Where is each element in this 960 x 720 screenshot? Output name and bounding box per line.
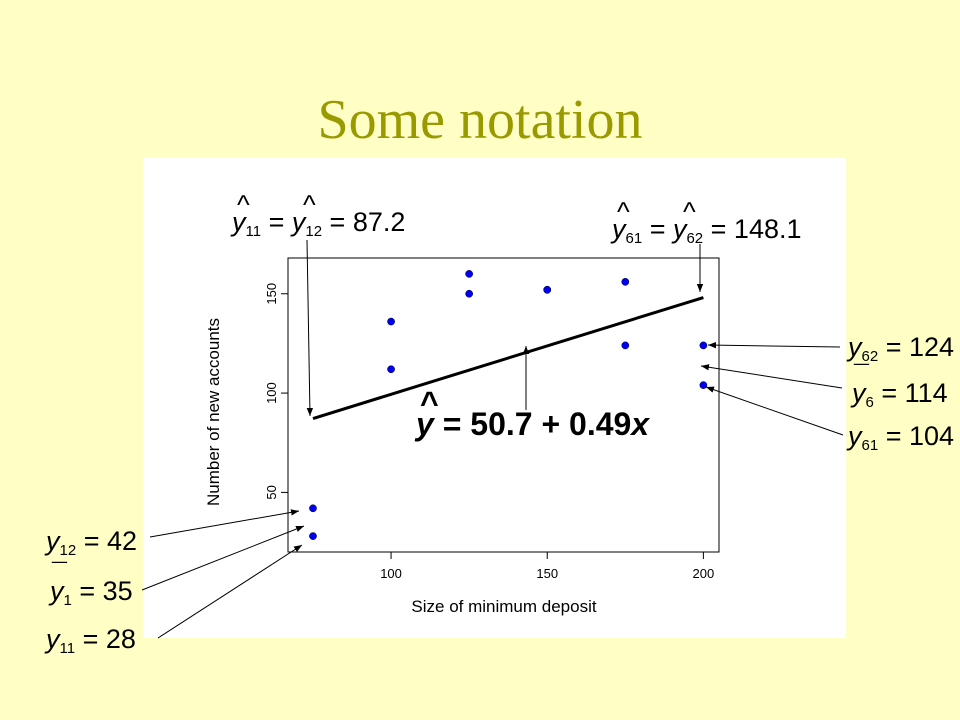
yhat-75-annotation: y11 = y12 = 87.2 ^ ^ (230, 190, 405, 240)
bar-mark-2: ¯ (51, 558, 68, 588)
svg-text:y = 50.7 + 0.49x: y = 50.7 + 0.49x (414, 406, 650, 442)
y62-annotation: y62 = 124 (846, 332, 954, 365)
hat-mark-1: ^ (237, 190, 250, 220)
y11-var: y (44, 624, 61, 654)
data-points (309, 270, 708, 540)
hat-mark-5: ^ (420, 385, 439, 421)
y-axis-title: Number of new accounts (204, 318, 223, 506)
svg-text:y61 = y62 = 148.1: y61 = y62 = 148.1 (610, 214, 802, 247)
ybar6-annotation: y6 = 114 ¯ (850, 360, 948, 411)
y62-sub: 62 (862, 348, 879, 365)
slide-title: Some notation (317, 89, 643, 151)
ybar6-value: = 114 (874, 378, 948, 408)
chart-panel (143, 158, 846, 638)
y11-sub: 11 (60, 640, 76, 657)
svg-text:y11 = 28: y11 = 28 (44, 624, 136, 657)
svg-text:y11 = y12 = 87.2: y11 = y12 = 87.2 (230, 207, 405, 240)
plot-frame (287, 257, 720, 553)
x-axis-title: Size of minimum deposit (411, 597, 596, 616)
data-point (543, 285, 552, 294)
yhat12-var: y (290, 207, 307, 237)
y61-annotation: y61 = 104 (846, 421, 954, 454)
data-point (699, 341, 708, 350)
arrow-y12 (149, 509, 300, 538)
hat-mark-2: ^ (303, 190, 316, 220)
ybar1-annotation: y1 = 35 ¯ (48, 558, 133, 609)
hat-mark-4: ^ (683, 197, 696, 227)
ybar1-var: y (48, 576, 65, 606)
svg-text:y12 = 42: y12 = 42 (44, 526, 137, 559)
fitted-eq-y: y (414, 406, 436, 442)
svg-text:y61 = 104: y61 = 104 (846, 421, 954, 454)
yhat61-sub: 61 (626, 230, 643, 247)
x-tick-label: 150 (536, 566, 558, 581)
y11-value: = 28 (75, 624, 136, 654)
data-point (621, 341, 630, 350)
arrow-ybar6 (700, 364, 843, 389)
y62-value: = 124 (878, 332, 954, 362)
y61-value: = 104 (878, 421, 954, 451)
y61-var: y (846, 421, 863, 451)
svg-text:y6 = 114: y6 = 114 (850, 378, 948, 411)
yhat62-sub: 62 (686, 230, 703, 247)
data-point (387, 317, 395, 326)
data-point (465, 289, 473, 298)
data-point (465, 270, 473, 278)
axis-ticks: 100 150 200 50 100 150 (264, 283, 714, 581)
fitted-regression-line (312, 296, 704, 420)
data-point (309, 532, 317, 540)
yhat12-sub: 12 (305, 223, 322, 240)
yhat11-var: y (230, 207, 247, 237)
y-tick-label: 100 (264, 382, 279, 404)
yhat61-var: y (610, 214, 627, 244)
data-point (309, 504, 317, 513)
yhat-200-annotation: y61 = y62 = 148.1 ^ ^ (610, 197, 802, 247)
y61-sub: 61 (862, 437, 879, 454)
ybar6-var: y (850, 378, 867, 408)
fitted-eq-rest: = 50.7 + 0.49 (434, 406, 632, 442)
data-point (699, 381, 708, 389)
y12-sub: 12 (60, 542, 77, 559)
ybar6-sub: 6 (866, 394, 874, 411)
svg-text:y62 = 124: y62 = 124 (846, 332, 954, 365)
y12-var: y (44, 526, 61, 556)
fitted-eq-x: x (629, 406, 650, 442)
y-tick-label: 50 (264, 485, 279, 499)
fitted-equation: y = 50.7 + 0.49x ^ (414, 385, 650, 442)
arrow-y11 (157, 544, 303, 639)
yhat11-sub: 11 (246, 223, 262, 240)
bar-mark-1: ¯ (853, 360, 870, 390)
y12-value: = 42 (76, 526, 137, 556)
arrow-y61 (705, 386, 844, 436)
data-point (621, 277, 630, 286)
yhat62-var: y (671, 214, 688, 244)
arrow-ybar1 (141, 525, 305, 591)
svg-text:y1 = 35: y1 = 35 (48, 576, 133, 609)
yhat75-value: = 87.2 (322, 207, 405, 237)
ybar1-value: = 35 (72, 576, 133, 606)
yhat200-value: = 148.1 (703, 214, 801, 244)
y-tick-label: 150 (264, 283, 279, 305)
y11-annotation: y11 = 28 (44, 624, 136, 657)
x-tick-label: 200 (693, 566, 715, 581)
arrow-yhat-75 (306, 239, 314, 417)
hat-mark-3: ^ (617, 197, 630, 227)
data-point (387, 365, 395, 374)
arrow-y62 (707, 341, 841, 349)
y12-annotation: y12 = 42 (44, 526, 137, 559)
y62-var: y (846, 332, 863, 362)
ybar1-sub: 1 (64, 592, 72, 609)
x-tick-label: 100 (380, 566, 402, 581)
